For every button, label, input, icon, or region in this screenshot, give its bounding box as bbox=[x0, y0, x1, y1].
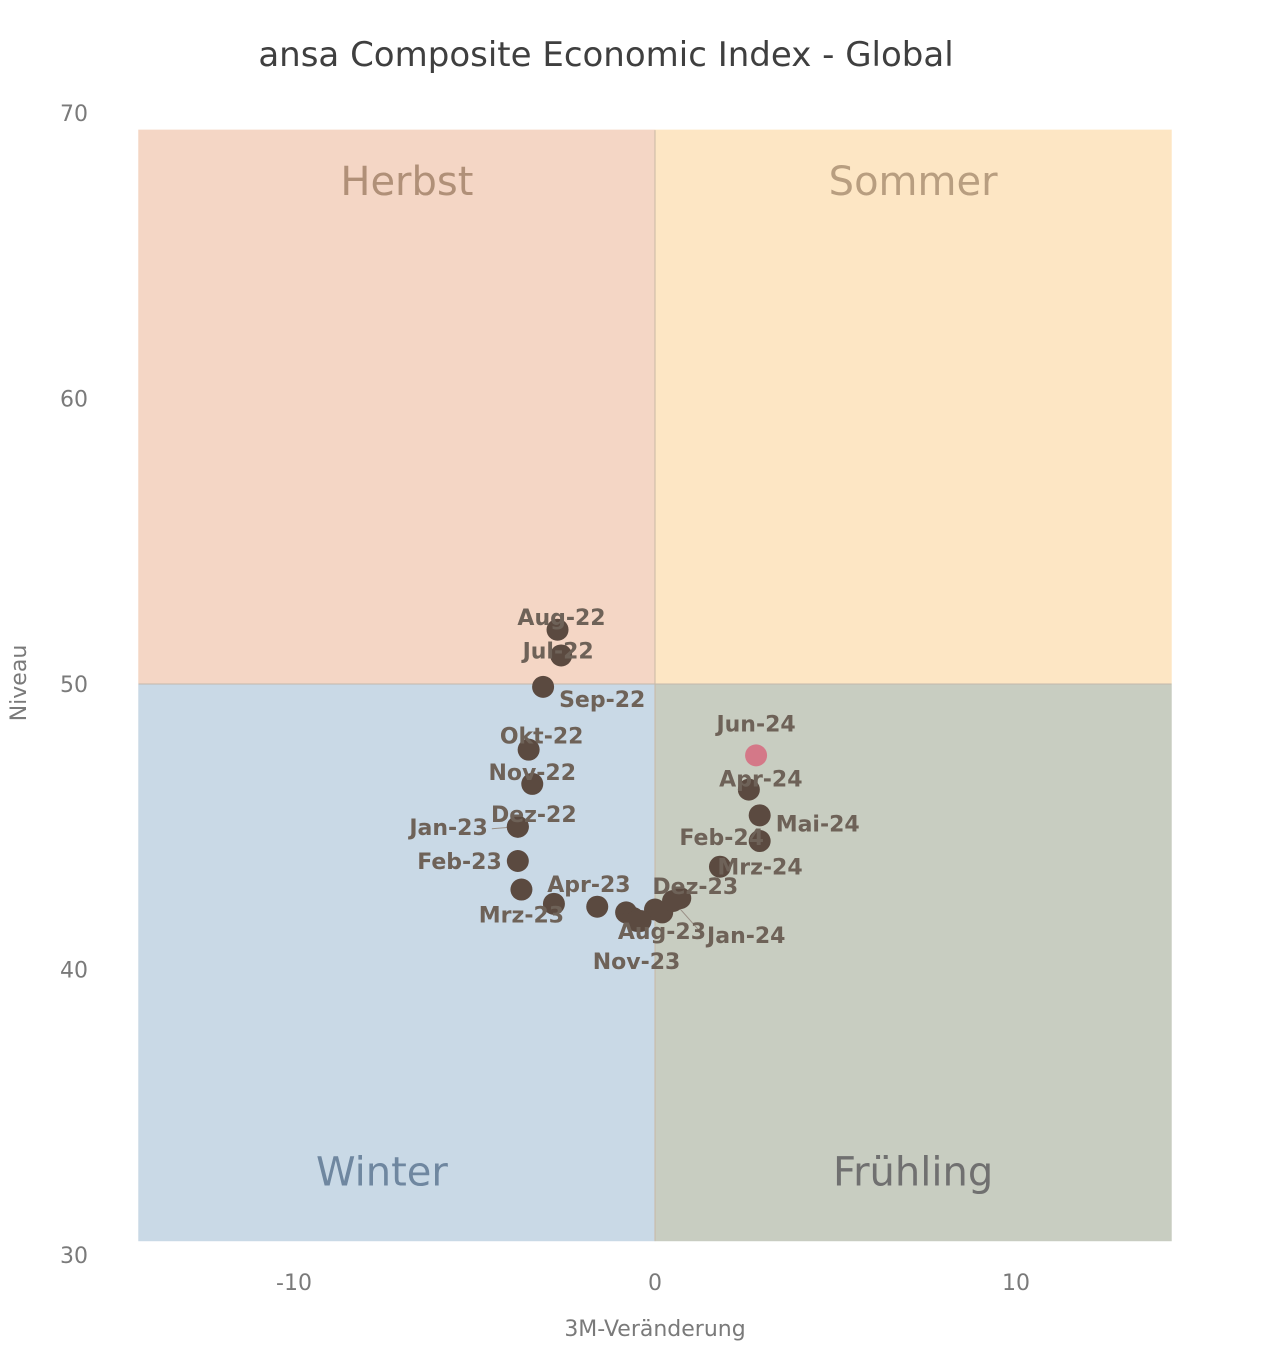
data-label-sep-22: Sep-22 bbox=[559, 688, 645, 713]
data-point-jan-23 bbox=[506, 815, 529, 838]
data-point-apr-24 bbox=[737, 778, 760, 801]
y-tick-label-60: 60 bbox=[60, 388, 88, 413]
quadrant-fruehling bbox=[654, 683, 1172, 1242]
data-label-nov-23: Nov-23 bbox=[593, 950, 681, 975]
data-point-mrz-24 bbox=[708, 855, 731, 878]
quadrant-label-sommer: Sommer bbox=[829, 159, 998, 205]
data-point-mrz-23 bbox=[510, 878, 533, 901]
data-point-sep-22 bbox=[532, 675, 555, 698]
data-label-apr-24: Apr-24 bbox=[719, 768, 802, 793]
data-point-jul-22 bbox=[550, 644, 573, 667]
quadrant-winter bbox=[138, 683, 656, 1242]
data-point-nov-22 bbox=[521, 772, 544, 795]
data-label-jan-24: Jan-24 bbox=[705, 924, 785, 949]
y-tick-label-50: 50 bbox=[60, 673, 88, 698]
chart-title: ansa Composite Economic Index - Global bbox=[258, 35, 953, 75]
x-tick-label-10: -10 bbox=[276, 1271, 312, 1296]
data-label-aug-22: Aug-22 bbox=[517, 606, 605, 631]
data-points bbox=[506, 618, 771, 932]
data-label-nov-22: Nov-22 bbox=[488, 761, 576, 786]
data-label-mrz-23: Mrz-23 bbox=[479, 904, 564, 929]
data-label-dez-23: Dez-23 bbox=[652, 875, 738, 900]
data-point-mai-23 bbox=[586, 895, 609, 918]
x-axis-title: 3M-Veränderung bbox=[564, 1317, 745, 1342]
data-point-aug-22 bbox=[546, 618, 569, 641]
y-axis-ticks: 30 40 50 60 70 bbox=[60, 102, 88, 1269]
data-label-okt-22: Okt-22 bbox=[500, 725, 584, 750]
data-point-mai-24 bbox=[748, 804, 771, 827]
data-label-dez-22: Dez-22 bbox=[491, 803, 577, 828]
data-label-aug-23: Aug-23 bbox=[618, 920, 706, 945]
quadrant-layer: Herbst Sommer Winter Frühling bbox=[138, 129, 1172, 1242]
y-tick-label-70: 70 bbox=[60, 102, 88, 127]
data-point-apr-23 bbox=[542, 892, 565, 915]
data-label-jan-23: Jan-23 bbox=[407, 816, 487, 841]
data-label-apr-23: Apr-23 bbox=[547, 873, 630, 898]
x-tick-label-10: 10 bbox=[1002, 1271, 1030, 1296]
x-axis-ticks: -10 0 10 bbox=[276, 1271, 1030, 1296]
data-label-mai-24: Mai-24 bbox=[776, 812, 860, 837]
quadrant-sommer bbox=[654, 129, 1172, 685]
quadrant-label-herbst: Herbst bbox=[340, 159, 473, 205]
quadrant-herbst bbox=[138, 129, 656, 685]
data-label-jun-24: Jun-24 bbox=[714, 712, 795, 737]
quadrant-label-fruehling: Frühling bbox=[833, 1150, 993, 1196]
x-tick-label-0: 0 bbox=[648, 1271, 662, 1296]
data-point-feb-23 bbox=[506, 850, 529, 873]
data-label-jul-22: Jul-22 bbox=[521, 639, 594, 664]
data-point-jun-24 bbox=[745, 744, 768, 767]
y-tick-label-30: 30 bbox=[60, 1244, 88, 1269]
y-tick-label-40: 40 bbox=[60, 959, 88, 984]
data-point-okt-22 bbox=[517, 738, 540, 761]
quadrant-label-winter: Winter bbox=[316, 1150, 448, 1196]
data-point-feb-24 bbox=[748, 830, 771, 853]
data-point-jan-24 bbox=[662, 889, 685, 912]
y-axis-title: Niveau bbox=[7, 645, 32, 722]
data-label-mrz-24: Mrz-24 bbox=[717, 856, 802, 881]
data-point-labels: Aug-22Jul-22Sep-22Okt-22Nov-22Dez-22Jan-… bbox=[407, 606, 859, 975]
data-label-feb-24: Feb-24 bbox=[679, 826, 764, 851]
data-label-feb-23: Feb-23 bbox=[417, 850, 502, 875]
data-point-nov-23 bbox=[629, 909, 652, 932]
